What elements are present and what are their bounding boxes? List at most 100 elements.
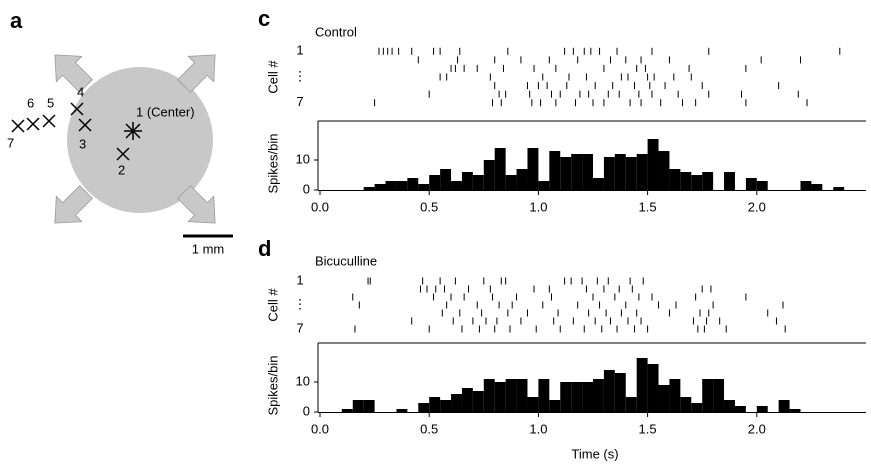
bar bbox=[516, 379, 528, 412]
bar bbox=[396, 181, 408, 190]
bar bbox=[571, 382, 583, 412]
bar bbox=[745, 178, 757, 190]
bar bbox=[625, 397, 637, 412]
bar bbox=[800, 181, 812, 190]
x-tick-label: 2.0 bbox=[748, 421, 766, 436]
electrode-label: 4 bbox=[77, 84, 84, 99]
electrode-label: 2 bbox=[118, 162, 125, 177]
bar bbox=[724, 400, 735, 412]
bar bbox=[603, 370, 615, 412]
x-tick-label: 0.5 bbox=[420, 421, 438, 436]
x-tick-label: 2.0 bbox=[748, 199, 766, 214]
y-tick-label: 0 bbox=[303, 403, 310, 418]
bar bbox=[560, 157, 572, 190]
scale-bar-label: 1 mm bbox=[192, 241, 225, 256]
bar bbox=[549, 400, 561, 412]
y-tick-label: 0 bbox=[303, 181, 310, 196]
bar bbox=[603, 157, 615, 190]
bar bbox=[549, 151, 561, 190]
panel-label: d bbox=[258, 236, 271, 261]
bar bbox=[582, 382, 593, 412]
y-tick-label: 1 bbox=[296, 272, 303, 287]
x-tick-label: 0.5 bbox=[420, 199, 438, 214]
bar bbox=[669, 169, 681, 190]
electrode-label: 5 bbox=[47, 95, 54, 110]
bar bbox=[527, 148, 539, 190]
x-tick-label: 1.5 bbox=[639, 421, 657, 436]
bar bbox=[472, 391, 484, 412]
bar bbox=[680, 397, 692, 412]
bar bbox=[658, 151, 670, 190]
bar bbox=[614, 373, 626, 412]
bar bbox=[593, 379, 604, 412]
bar bbox=[582, 154, 593, 190]
bar bbox=[461, 388, 473, 412]
y-tick-label: 7 bbox=[296, 320, 303, 335]
y-tick-label: ⋮ bbox=[294, 296, 307, 311]
bar bbox=[756, 406, 768, 412]
x-axis-label: Time (s) bbox=[571, 446, 618, 461]
panel-title: Bicuculline bbox=[315, 253, 377, 268]
bar bbox=[778, 400, 790, 412]
bar bbox=[756, 181, 768, 190]
bar bbox=[789, 409, 801, 412]
bar bbox=[418, 184, 430, 190]
panel-label: a bbox=[10, 8, 23, 33]
bar bbox=[625, 157, 637, 190]
bar bbox=[385, 181, 397, 190]
bar bbox=[691, 403, 703, 412]
bar bbox=[734, 406, 746, 412]
bar bbox=[418, 403, 430, 412]
bar bbox=[527, 397, 539, 412]
bar bbox=[494, 382, 506, 412]
bar bbox=[440, 400, 452, 412]
arrows bbox=[54, 54, 216, 224]
bar bbox=[429, 397, 441, 412]
electrode-label: 1 (Center) bbox=[136, 104, 195, 119]
bar bbox=[658, 385, 670, 412]
bar bbox=[614, 154, 626, 190]
electrode-label: 6 bbox=[27, 95, 34, 110]
electrode-label: 7 bbox=[7, 135, 14, 150]
bar bbox=[407, 178, 419, 190]
y-tick-label: 10 bbox=[296, 373, 310, 388]
bar bbox=[811, 184, 823, 190]
bar bbox=[341, 409, 353, 412]
bar bbox=[374, 184, 386, 190]
bar bbox=[702, 172, 714, 190]
bar bbox=[451, 394, 462, 412]
bar bbox=[440, 169, 452, 190]
bar bbox=[713, 379, 725, 412]
bar bbox=[363, 187, 375, 190]
bar bbox=[505, 175, 517, 190]
panel-a: a 1 (Center) 2 3 4 5 6 7 1 mm bbox=[7, 8, 233, 256]
y-tick-label: ⋮ bbox=[294, 68, 307, 83]
bar bbox=[833, 187, 845, 190]
bar bbox=[680, 172, 692, 190]
bar bbox=[429, 175, 441, 190]
x-tick-label: 0.0 bbox=[311, 199, 329, 214]
bar bbox=[571, 154, 583, 190]
bar bbox=[691, 175, 703, 190]
electrode-label: 3 bbox=[79, 136, 86, 151]
bar bbox=[505, 379, 517, 412]
bar bbox=[647, 139, 659, 190]
bar bbox=[472, 175, 484, 190]
bar bbox=[669, 379, 681, 412]
bar bbox=[461, 172, 473, 190]
y-axis-label: Cell # bbox=[265, 288, 280, 322]
x-tick-label: 1.0 bbox=[529, 421, 547, 436]
panel-title: Control bbox=[315, 24, 357, 39]
bar bbox=[647, 364, 659, 412]
bar bbox=[593, 178, 604, 190]
bar bbox=[560, 382, 572, 412]
bar bbox=[724, 172, 735, 190]
stimulus-area bbox=[67, 67, 213, 213]
bar bbox=[483, 160, 495, 190]
bar bbox=[451, 181, 462, 190]
bar bbox=[538, 379, 550, 412]
x-tick-label: 0.0 bbox=[311, 421, 329, 436]
bar bbox=[396, 409, 408, 412]
bar bbox=[483, 379, 495, 412]
y-axis-label: Spikes/bin bbox=[265, 134, 280, 194]
